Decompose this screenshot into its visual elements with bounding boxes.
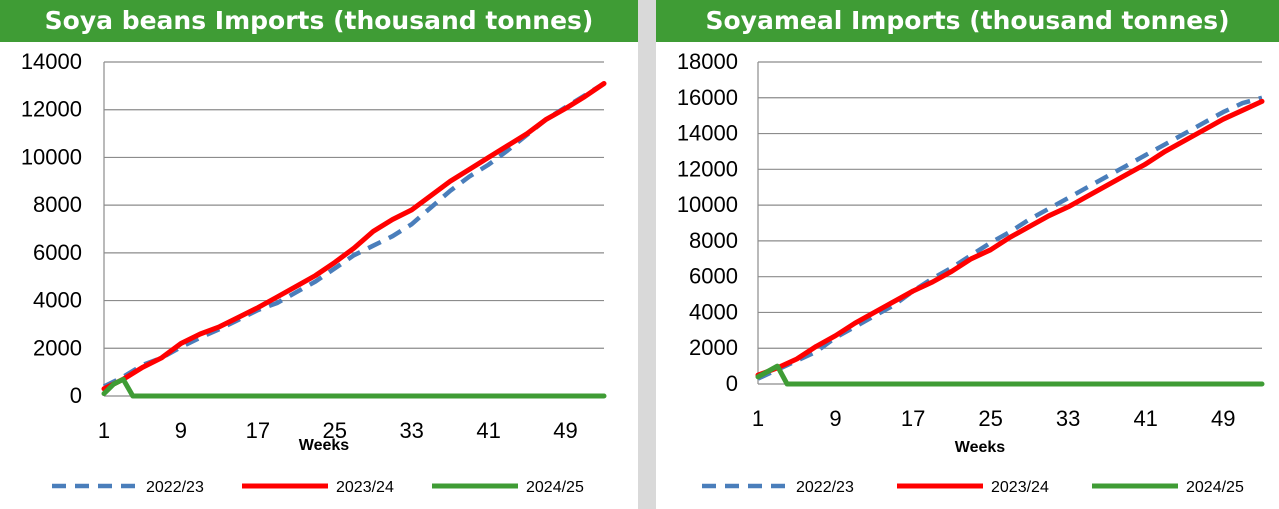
chart-title: Soya beans Imports (thousand tonnes)	[0, 0, 638, 42]
y-tick-label: 12000	[21, 97, 82, 122]
y-tick-label: 8000	[33, 192, 82, 217]
y-tick-label: 0	[70, 383, 82, 408]
y-tick-label: 2000	[689, 335, 738, 360]
legend-label: 2022/23	[146, 479, 204, 496]
soyameal-chart: 0 2000 4000 6000 8000 10000 12000 14000 16000 180…	[677, 49, 1265, 496]
y-tick-label: 10000	[677, 192, 738, 217]
x-tick-label: 9	[829, 406, 841, 431]
x-tick-label: 33	[1056, 406, 1080, 431]
x-tick-label: 17	[901, 406, 925, 431]
y-tick-label: 0	[726, 371, 738, 396]
x-axis-title: Weeks	[299, 437, 350, 454]
y-tick-label: 8000	[689, 228, 738, 253]
series-line-2023-24	[755, 98, 1265, 378]
x-tick-label: 9	[175, 418, 187, 443]
series-line-2023-24	[101, 81, 607, 392]
x-tick-label: 33	[399, 418, 423, 443]
y-tick-label: 4000	[33, 288, 82, 313]
x-tick-label: 49	[553, 418, 577, 443]
legend-label: 2023/24	[991, 479, 1049, 496]
legend-label: 2023/24	[336, 479, 394, 496]
x-axis-title: Weeks	[955, 439, 1006, 456]
series-line-2024-25	[101, 376, 607, 399]
y-tick-label: 4000	[689, 299, 738, 324]
y-tick-label: 14000	[677, 121, 738, 146]
legend-label: 2022/23	[796, 479, 854, 496]
y-tick-label: 10000	[21, 144, 82, 169]
y-tick-label: 2000	[33, 335, 82, 360]
x-tick-label: 41	[1133, 406, 1157, 431]
series-line-2022-23	[102, 81, 606, 389]
x-tick-label: 1	[752, 406, 764, 431]
legend-label: 2024/25	[1186, 479, 1244, 496]
y-tick-label: 12000	[677, 156, 738, 181]
chart-title: Soyameal Imports (thousand tonnes)	[656, 0, 1279, 42]
y-tick-label: 18000	[677, 49, 738, 74]
x-tick-label: 41	[476, 418, 500, 443]
y-tick-label: 6000	[33, 240, 82, 265]
soya-beans-chart: 0 2000 4000 6000 8000 10000 12000 14000 1 9 17 25 33…	[21, 49, 607, 496]
soya-beans-chart-panel: Soya beans Imports (thousand tonnes) 0 20…	[0, 0, 638, 509]
legend-label: 2024/25	[526, 479, 584, 496]
y-tick-label: 6000	[689, 264, 738, 289]
series-line-2024-25	[755, 363, 1265, 387]
soyameal-chart-panel: Soyameal Imports (thousand tonnes) 0 2000…	[656, 0, 1279, 509]
y-tick-label: 14000	[21, 49, 82, 74]
x-tick-label: 1	[98, 418, 110, 443]
x-tick-label: 25	[978, 406, 1002, 431]
y-tick-label: 16000	[677, 85, 738, 110]
x-tick-label: 25	[323, 418, 347, 443]
x-tick-label: 17	[246, 418, 270, 443]
x-tick-label: 49	[1211, 406, 1235, 431]
